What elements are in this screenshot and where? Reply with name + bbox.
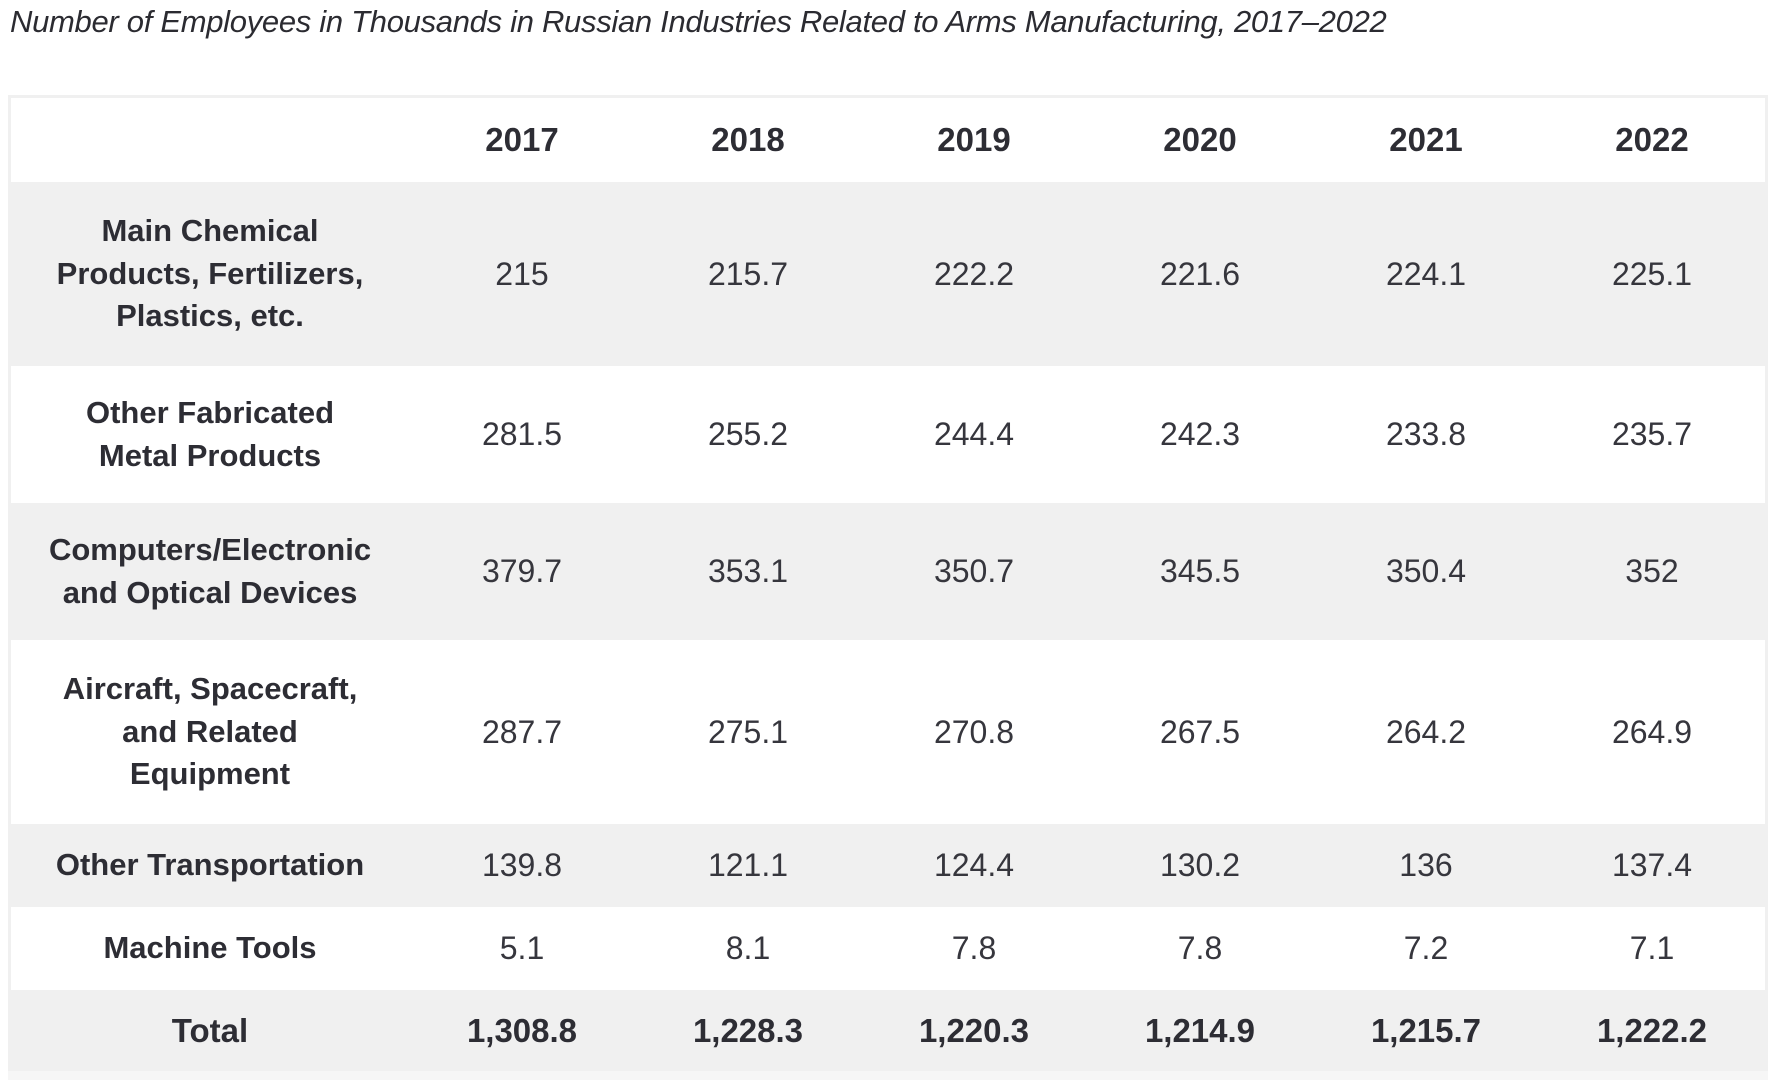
- data-cell: 267.5: [1159, 713, 1241, 750]
- employees-table: 2017 2018 2019 2020 2021 2022 Main Chemi…: [11, 98, 1765, 1072]
- data-cell: 264.9: [1611, 713, 1693, 750]
- data-cell: 353.1: [707, 553, 789, 589]
- table-row-machine-tools: Machine Tools 5.1 8.1 7.8 7.8 7.2 7.1: [11, 907, 1765, 990]
- table-row-main-chemical: Main Chemical Products, Fertilizers, Pla…: [11, 182, 1765, 366]
- total-cell: 1,222.2: [1596, 1012, 1708, 1049]
- data-cell: 215: [495, 255, 549, 292]
- data-cell: 224.1: [1385, 255, 1467, 292]
- column-header-2021: 2021: [1313, 98, 1539, 182]
- data-cell: 7.1: [1629, 930, 1675, 966]
- table-row-total: Total 1,308.8 1,228.3 1,220.3 1,214.9 1,…: [11, 990, 1765, 1072]
- page-title: Number of Employees in Thousands in Russ…: [10, 4, 1387, 39]
- data-cell: 8.1: [725, 930, 771, 966]
- data-cell: 222.2: [933, 255, 1015, 292]
- column-header-2020: 2020: [1087, 98, 1313, 182]
- data-cell: 5.1: [499, 930, 545, 966]
- data-cell: 345.5: [1159, 553, 1241, 589]
- data-cell: 352: [1625, 553, 1679, 589]
- row-label: Aircraft, Spacecraft, and Related Equipm…: [62, 670, 358, 792]
- data-cell: 137.4: [1611, 847, 1693, 883]
- data-cell: 136: [1399, 847, 1453, 883]
- data-cell: 139.8: [481, 847, 563, 883]
- row-label: Computers/Electronic and Optical Devices: [48, 531, 372, 610]
- total-cell: 1,220.3: [918, 1012, 1030, 1049]
- data-cell: 379.7: [481, 553, 563, 589]
- total-row-label: Total: [171, 1012, 249, 1050]
- table-row-other-fabricated-metal: Other Fabricated Metal Products 281.5 25…: [11, 366, 1765, 503]
- data-cell: 215.7: [707, 255, 789, 292]
- employees-table-frame: 2017 2018 2019 2020 2021 2022 Main Chemi…: [8, 95, 1768, 1075]
- table-bottom-strip: [8, 1071, 1768, 1080]
- header-row: 2017 2018 2019 2020 2021 2022: [11, 98, 1765, 182]
- data-cell: 244.4: [933, 416, 1015, 452]
- data-cell: 255.2: [707, 416, 789, 452]
- data-cell: 270.8: [933, 713, 1015, 750]
- header-corner-cell: [11, 98, 409, 182]
- total-cell: 1,308.8: [466, 1012, 578, 1049]
- column-header-2018: 2018: [635, 98, 861, 182]
- column-header-2017: 2017: [409, 98, 635, 182]
- data-cell: 121.1: [707, 847, 789, 883]
- table-row-aircraft-spacecraft: Aircraft, Spacecraft, and Related Equipm…: [11, 640, 1765, 824]
- table-row-other-transportation: Other Transportation 139.8 121.1 124.4 1…: [11, 824, 1765, 907]
- data-cell: 7.8: [951, 930, 997, 966]
- row-label: Main Chemical Products, Fertilizers, Pla…: [56, 212, 364, 334]
- data-cell: 350.4: [1385, 553, 1467, 589]
- data-cell: 281.5: [481, 416, 563, 452]
- data-cell: 124.4: [933, 847, 1015, 883]
- row-label: Other Transportation: [55, 847, 365, 883]
- column-header-2019: 2019: [861, 98, 1087, 182]
- data-cell: 7.8: [1177, 930, 1223, 966]
- data-cell: 275.1: [707, 713, 789, 750]
- column-header-2022: 2022: [1539, 98, 1765, 182]
- data-cell: 233.8: [1385, 416, 1467, 452]
- data-cell: 225.1: [1611, 255, 1693, 292]
- row-label: Machine Tools: [103, 930, 317, 966]
- total-cell: 1,214.9: [1144, 1012, 1256, 1049]
- data-cell: 242.3: [1159, 416, 1241, 452]
- row-label: Other Fabricated Metal Products: [85, 394, 335, 473]
- total-cell: 1,228.3: [692, 1012, 804, 1049]
- data-cell: 130.2: [1159, 847, 1241, 883]
- data-cell: 221.6: [1159, 255, 1241, 292]
- data-cell: 264.2: [1385, 713, 1467, 750]
- data-cell: 235.7: [1611, 416, 1693, 452]
- data-cell: 350.7: [933, 553, 1015, 589]
- data-cell: 287.7: [481, 713, 563, 750]
- table-row-computers-electronic: Computers/Electronic and Optical Devices…: [11, 503, 1765, 640]
- total-cell: 1,215.7: [1370, 1012, 1482, 1049]
- data-cell: 7.2: [1403, 930, 1449, 966]
